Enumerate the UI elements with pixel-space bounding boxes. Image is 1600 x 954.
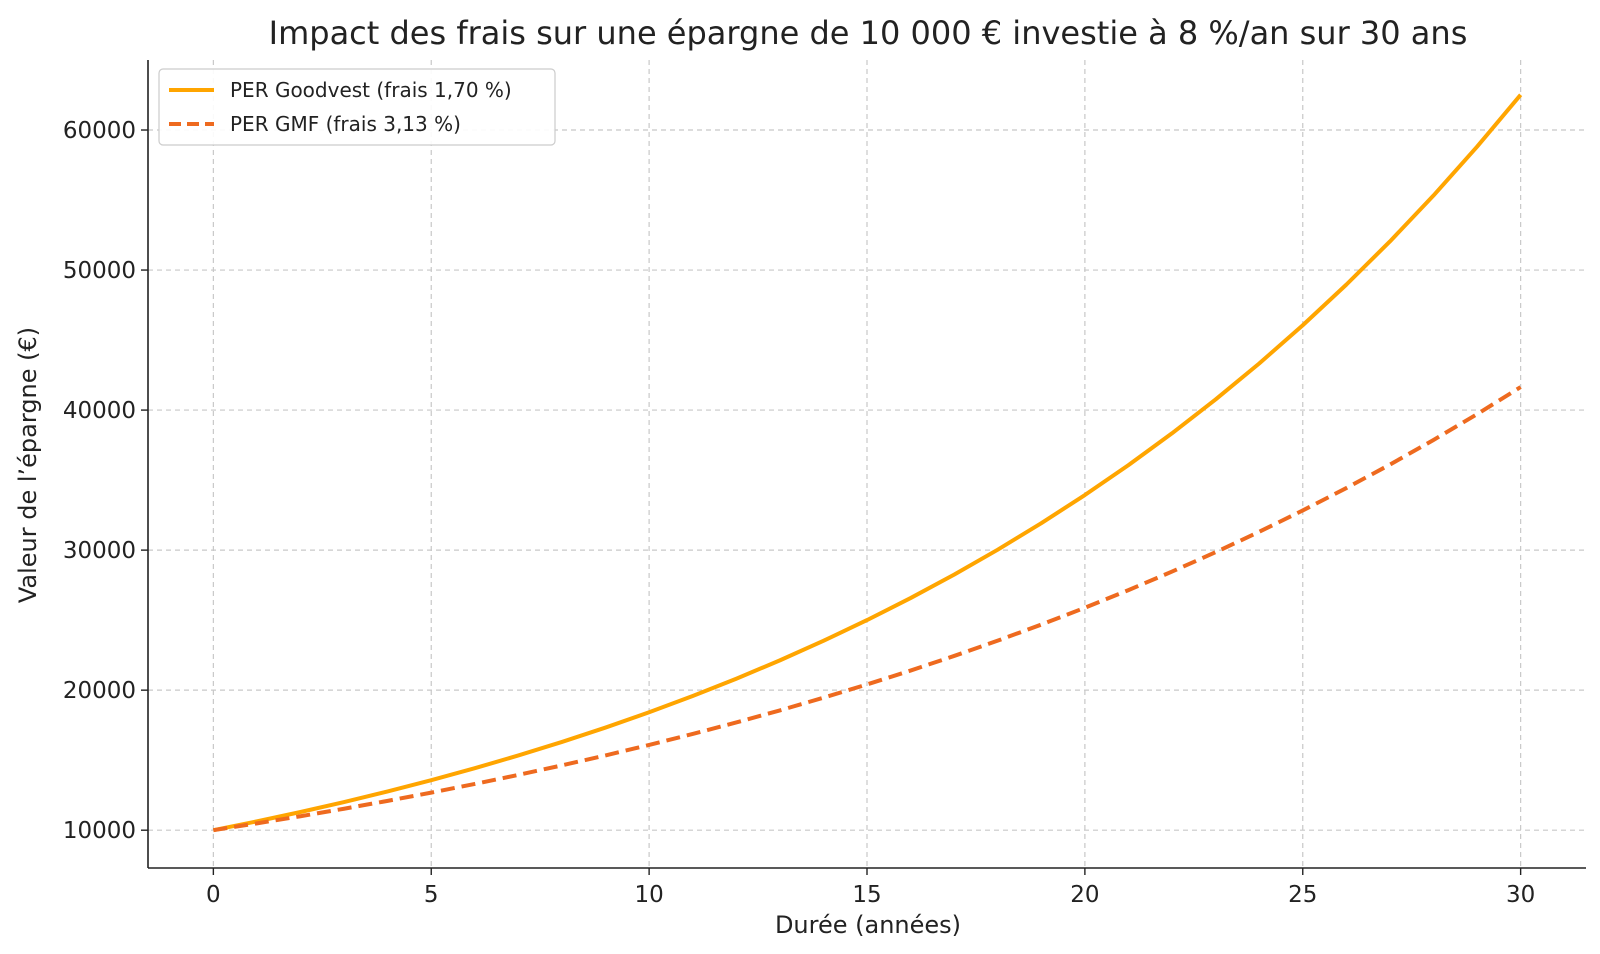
y-tick-label: 20000 [63,678,136,704]
legend-label-1: PER Goodvest (frais 1,70 %) [230,78,512,102]
y-tick-label: 40000 [63,398,136,424]
tick-labels: 0 5 10 15 20 25 30 10000 20000 30000 40000 50000 600… [63,118,1535,908]
y-axis-label: Valeur de l’épargne (€) [14,327,42,603]
x-tick-label: 20 [1070,882,1099,908]
y-tick-label: 60000 [63,118,136,144]
series-line-2 [213,385,1522,833]
x-tick-label: 10 [634,882,663,908]
legend: PER Goodvest (frais 1,70 %) PER GMF (frai… [158,68,556,146]
x-tick-label: 30 [1506,882,1535,908]
grid [148,60,1586,868]
legend-box [158,68,556,146]
x-tick-label: 25 [1288,882,1317,908]
y-tick-label: 30000 [63,538,136,564]
y-tick-label: 50000 [63,258,136,284]
x-tick-label: 5 [424,882,439,908]
series-line-1 [212,93,1523,833]
series-layer [212,93,1523,833]
x-tick-label: 15 [852,882,881,908]
chart-title: Impact des frais sur une épargne de 10 0… [269,14,1468,52]
y-tick-label: 10000 [63,818,136,844]
x-tick-label: 0 [206,882,221,908]
legend-label-2: PER GMF (frais 3,13 %) [230,112,461,136]
x-axis-label: Durée (années) [775,911,961,939]
